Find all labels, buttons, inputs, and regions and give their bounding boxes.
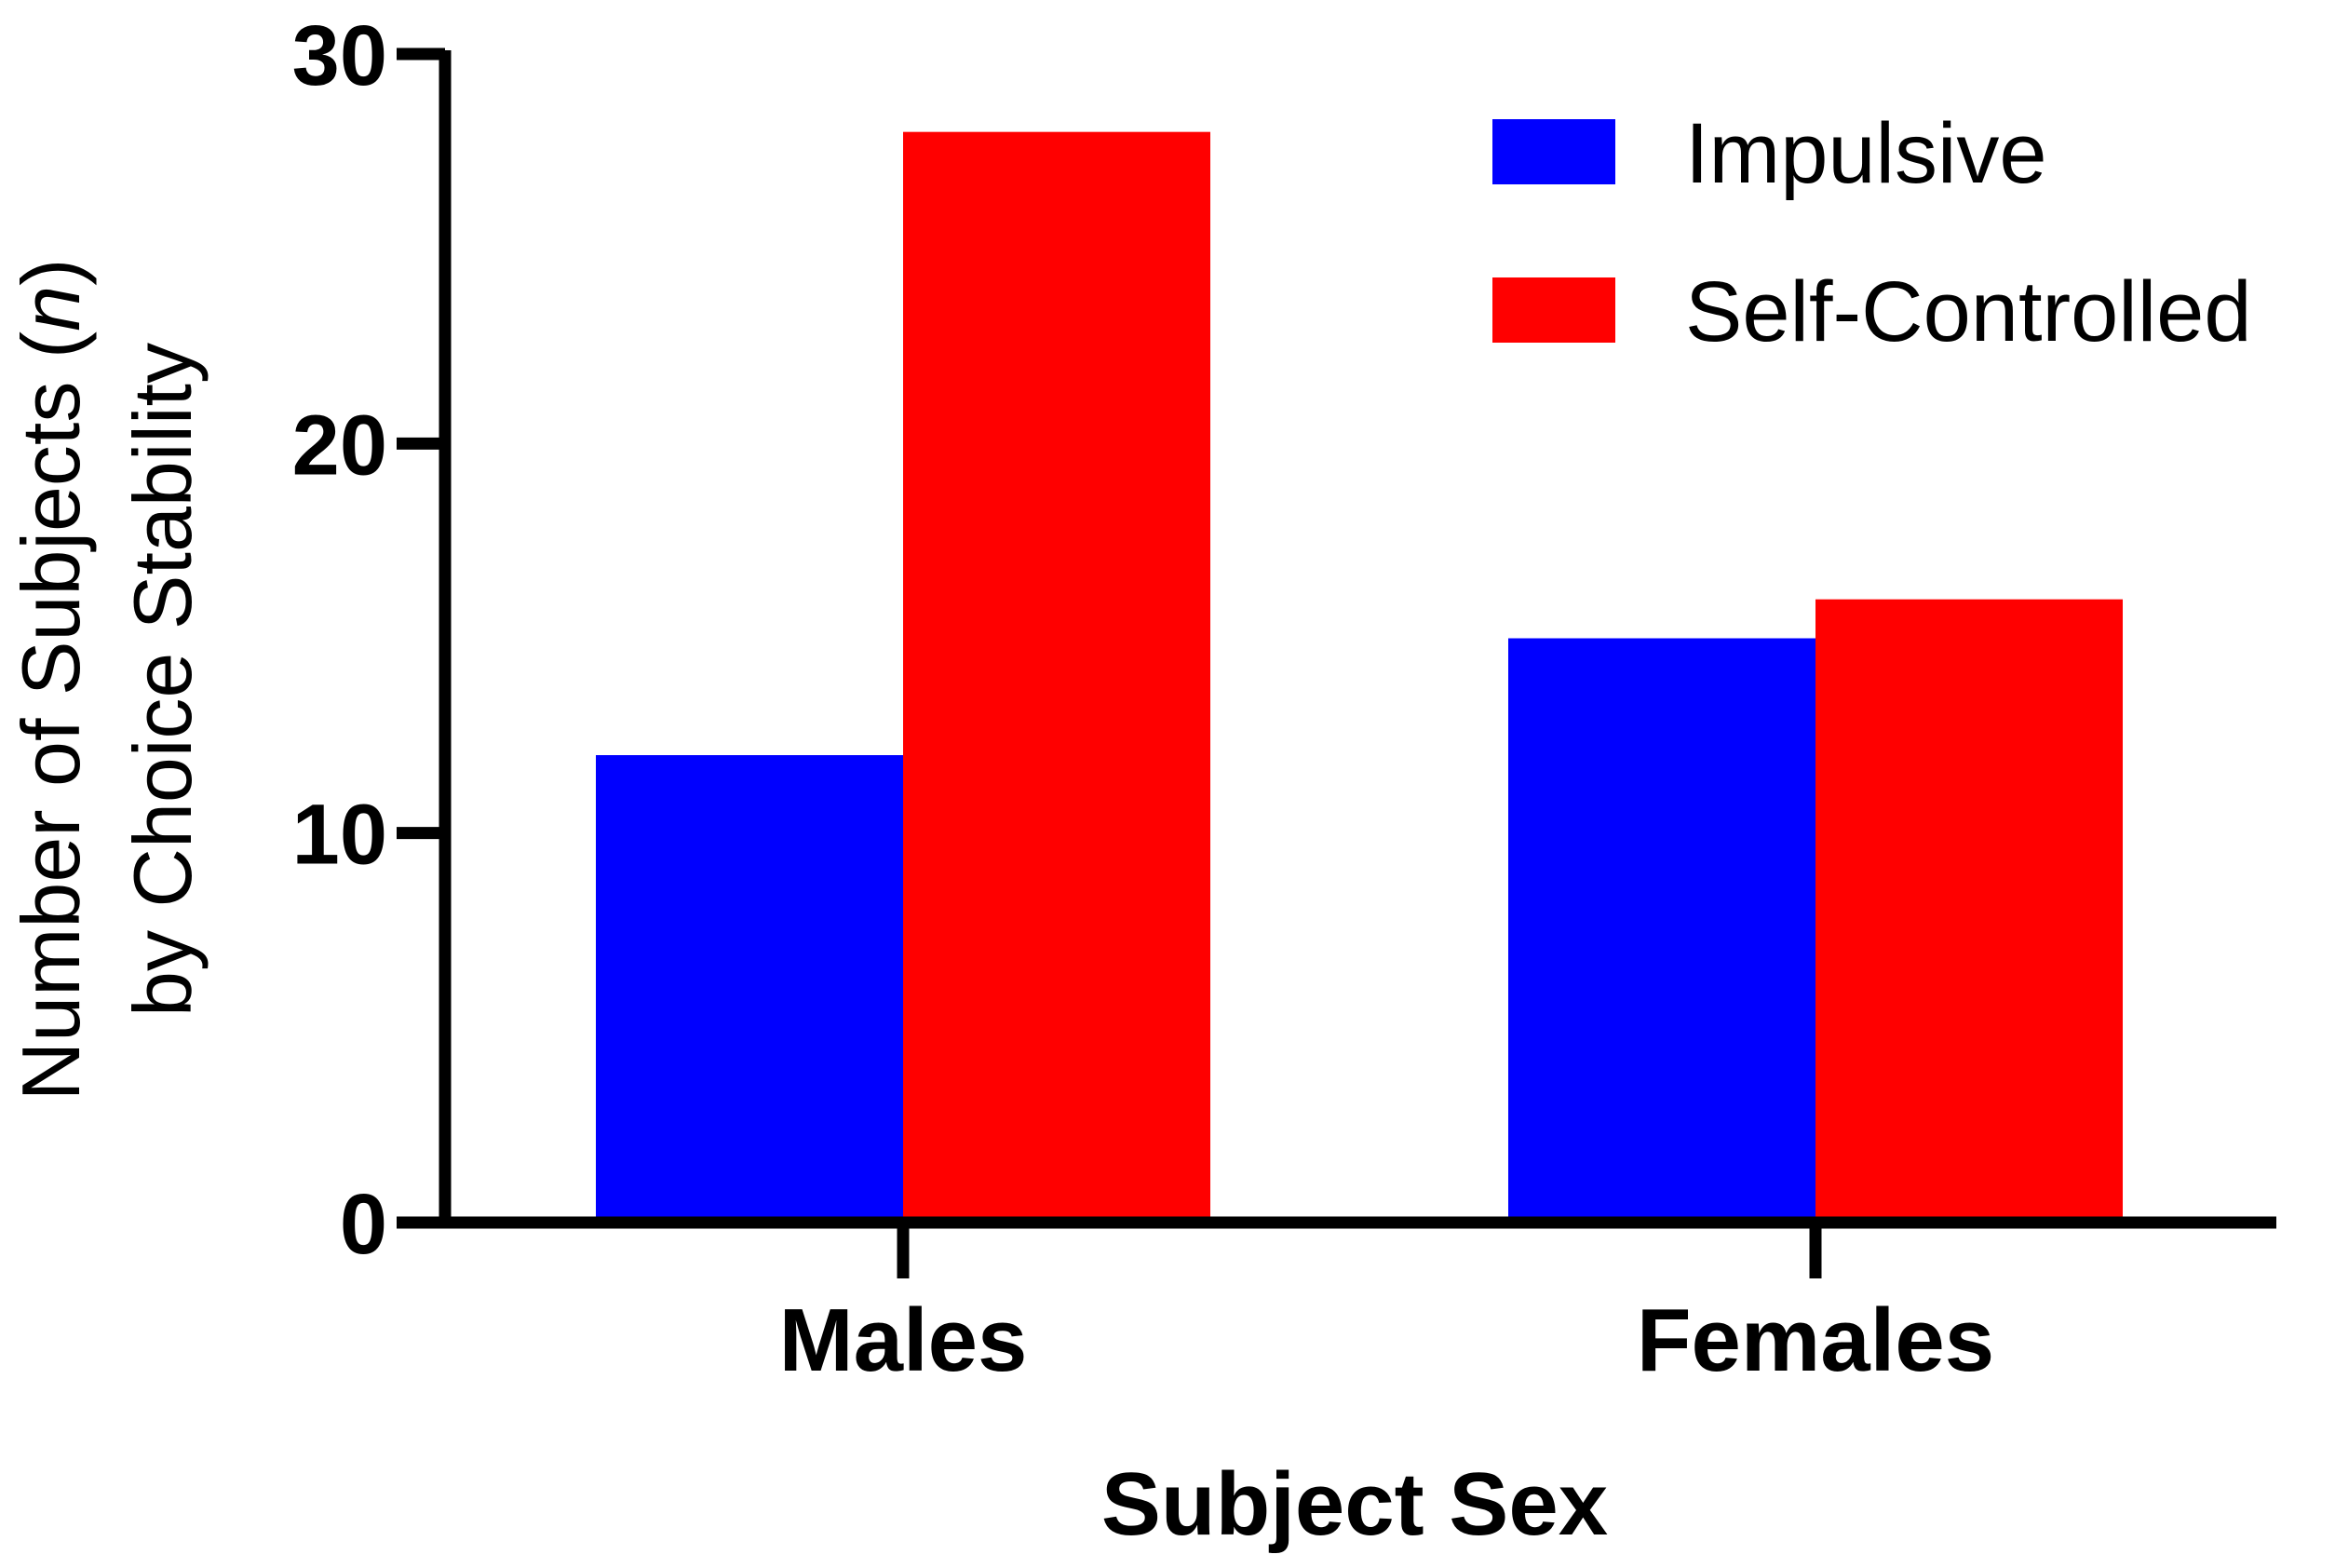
y-axis-label-line2: by Choice Stability <box>116 343 209 1017</box>
x-tick-label-males: Males <box>779 1291 1028 1390</box>
y-tick-label-20: 20 <box>292 398 387 493</box>
x-tick-label-females: Females <box>1637 1291 1994 1390</box>
legend-swatch-impulsive <box>1492 119 1615 184</box>
bars-group <box>596 131 2123 1223</box>
y-axis-label: Number of Subjects (n) by Choice Stabili… <box>5 259 209 1102</box>
y-tick-label-10: 10 <box>292 788 387 883</box>
legend-swatch-self-controlled <box>1492 277 1615 343</box>
y-axis-label-line1: Number of Subjects (n) <box>5 259 97 1102</box>
x-axis-title: Subject Sex <box>1101 1454 1608 1554</box>
y-tick-label-30: 30 <box>292 8 387 103</box>
bar-impulsive-females <box>1508 638 1815 1223</box>
legend-label-impulsive: Impulsive <box>1685 106 2047 201</box>
bar-self-controlled-males <box>903 131 1210 1223</box>
y-tick-label-0: 0 <box>340 1177 387 1272</box>
legend: Impulsive Self-Controlled <box>1492 106 2252 359</box>
axes-group <box>439 50 2276 1229</box>
bar-impulsive-males <box>596 755 903 1223</box>
legend-label-self-controlled: Self-Controlled <box>1685 264 2252 359</box>
y-ticks-group: 0 10 20 30 <box>292 8 445 1272</box>
bar-self-controlled-females <box>1815 599 2123 1223</box>
x-ticks-group: Males Females <box>779 1223 1994 1390</box>
